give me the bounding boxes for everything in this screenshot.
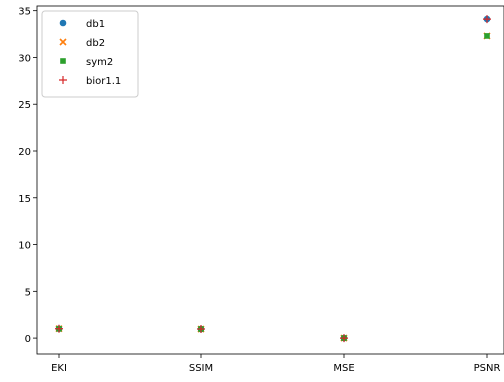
- y-tick-label: 15: [18, 194, 31, 205]
- legend-marker: [59, 38, 67, 46]
- x-tick-label: EKI: [51, 363, 67, 374]
- y-tick-label: 5: [25, 287, 31, 298]
- data-point-bior1-1: [340, 334, 348, 343]
- x-tick-label: PSNR: [474, 363, 501, 374]
- legend-marker: [59, 19, 67, 27]
- data-point-bior1-1: [197, 325, 205, 334]
- y-tick-label: 20: [18, 147, 31, 158]
- data-point-bior1-1: [483, 15, 491, 24]
- x-axis: EKI SSIM MSE PSNR: [51, 354, 500, 374]
- legend-label: db2: [86, 38, 105, 49]
- y-tick-label: 0: [25, 334, 31, 345]
- y-tick-label: 25: [18, 100, 31, 111]
- data-point-bior1-1: [55, 324, 63, 333]
- y-axis: 0 5 10 15 20 25 30 35: [18, 7, 37, 345]
- y-tick-label: 10: [18, 241, 31, 252]
- legend-marker: [59, 76, 67, 84]
- x-tick-label: MSE: [333, 363, 354, 374]
- data-points: [55, 15, 491, 343]
- legend-label: sym2: [86, 57, 113, 68]
- data-point-sym2: [484, 33, 490, 39]
- legend-label: db1: [86, 19, 105, 30]
- y-tick-label: 35: [18, 7, 31, 18]
- legend-box: [41, 10, 139, 98]
- y-tick-label: 30: [18, 53, 31, 64]
- x-tick-label: SSIM: [189, 363, 213, 374]
- legend-label: bior1.1: [86, 76, 121, 87]
- legend: db1 db2 sym2 bior1.1: [41, 10, 139, 98]
- legend-marker: [60, 58, 66, 64]
